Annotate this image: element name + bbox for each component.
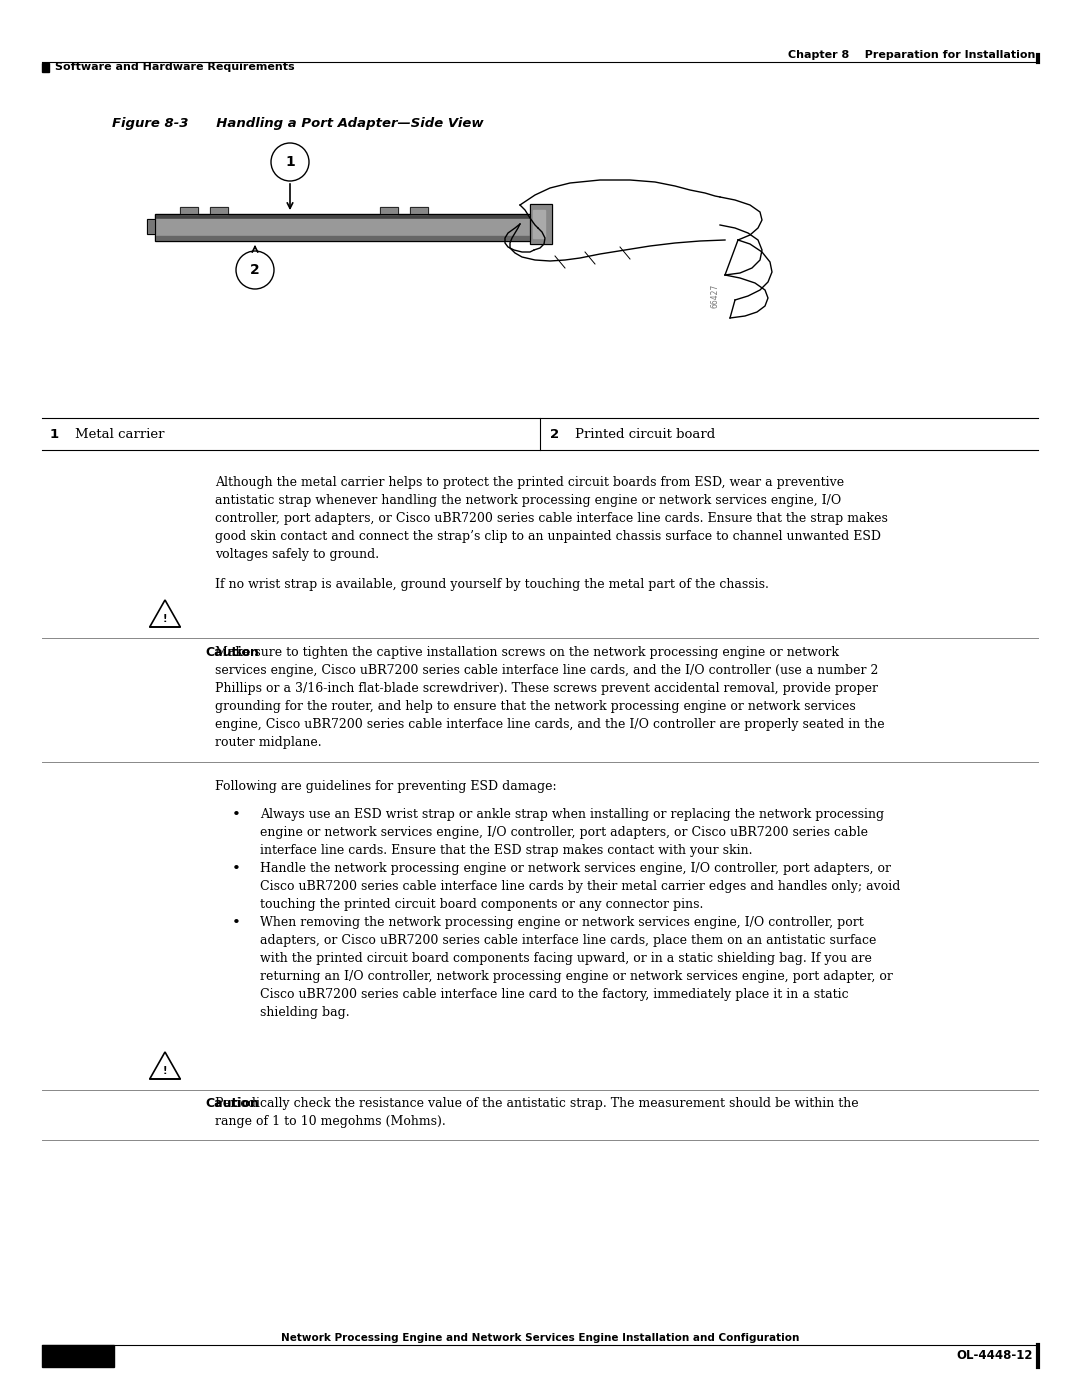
Bar bbox=[156, 236, 530, 242]
Text: Make sure to tighten the captive installation screws on the network processing e: Make sure to tighten the captive install… bbox=[215, 645, 839, 659]
Bar bbox=[410, 207, 428, 214]
Text: Handle the network processing engine or network services engine, I/O controller,: Handle the network processing engine or … bbox=[260, 862, 891, 875]
Bar bbox=[42, 1345, 114, 1368]
Text: 2: 2 bbox=[550, 427, 559, 440]
Text: Phillips or a 3/16-inch flat-blade screwdriver). These screws prevent accidental: Phillips or a 3/16-inch flat-blade screw… bbox=[215, 682, 878, 694]
Text: shielding bag.: shielding bag. bbox=[260, 1006, 350, 1018]
Text: Figure 8-3      Handling a Port Adapter—Side View: Figure 8-3 Handling a Port Adapter—Side … bbox=[112, 117, 484, 130]
Text: antistatic strap whenever handling the network processing engine or network serv: antistatic strap whenever handling the n… bbox=[215, 495, 841, 507]
Text: interface line cards. Ensure that the ESD strap makes contact with your skin.: interface line cards. Ensure that the ES… bbox=[260, 844, 753, 856]
Circle shape bbox=[237, 251, 274, 289]
Text: When removing the network processing engine or network services engine, I/O cont: When removing the network processing eng… bbox=[260, 916, 864, 929]
Text: Caution: Caution bbox=[205, 1097, 259, 1111]
Bar bbox=[180, 207, 198, 214]
Text: router midplane.: router midplane. bbox=[215, 736, 322, 749]
Text: controller, port adapters, or Cisco uBR7200 series cable interface line cards. E: controller, port adapters, or Cisco uBR7… bbox=[215, 511, 888, 525]
Text: Network Processing Engine and Network Services Engine Installation and Configura: Network Processing Engine and Network Se… bbox=[281, 1333, 799, 1343]
Bar bbox=[380, 207, 399, 214]
Text: with the printed circuit board components facing upward, or in a static shieldin: with the printed circuit board component… bbox=[260, 951, 872, 965]
Bar bbox=[380, 207, 399, 214]
Text: Although the metal carrier helps to protect the printed circuit boards from ESD,: Although the metal carrier helps to prot… bbox=[215, 476, 845, 489]
Text: Chapter 8    Preparation for Installation: Chapter 8 Preparation for Installation bbox=[787, 50, 1035, 60]
Text: returning an I/O controller, network processing engine or network services engin: returning an I/O controller, network pro… bbox=[260, 970, 893, 983]
Bar bbox=[147, 219, 156, 235]
Bar bbox=[180, 207, 198, 214]
Text: adapters, or Cisco uBR7200 series cable interface line cards, place them on an a: adapters, or Cisco uBR7200 series cable … bbox=[260, 935, 876, 947]
Text: 1: 1 bbox=[285, 155, 295, 169]
Bar bbox=[147, 219, 156, 235]
Text: !: ! bbox=[163, 1066, 167, 1076]
Text: grounding for the router, and help to ensure that the network processing engine : grounding for the router, and help to en… bbox=[215, 700, 855, 712]
Text: OL-4448-12: OL-4448-12 bbox=[957, 1350, 1032, 1362]
Bar bbox=[210, 207, 228, 214]
Text: •: • bbox=[232, 862, 241, 876]
Text: services engine, Cisco uBR7200 series cable interface line cards, and the I/O co: services engine, Cisco uBR7200 series ca… bbox=[215, 664, 878, 678]
Bar bbox=[534, 210, 545, 237]
Text: •: • bbox=[232, 807, 241, 821]
Text: 2: 2 bbox=[251, 263, 260, 277]
Text: Printed circuit board: Printed circuit board bbox=[575, 427, 715, 440]
Text: •: • bbox=[232, 916, 241, 930]
Bar bbox=[156, 214, 530, 219]
Text: good skin contact and connect the strap’s clip to an unpainted chassis surface t: good skin contact and connect the strap’… bbox=[215, 529, 881, 543]
Text: Always use an ESD wrist strap or ankle strap when installing or replacing the ne: Always use an ESD wrist strap or ankle s… bbox=[260, 807, 885, 821]
Bar bbox=[156, 219, 530, 236]
Bar bbox=[410, 207, 428, 214]
Bar bbox=[530, 204, 552, 244]
Bar bbox=[42, 63, 49, 73]
Text: Periodically check the resistance value of the antistatic strap. The measurement: Periodically check the resistance value … bbox=[215, 1097, 859, 1111]
Text: !: ! bbox=[163, 613, 167, 624]
Text: voltages safely to ground.: voltages safely to ground. bbox=[215, 548, 379, 562]
Text: Following are guidelines for preventing ESD damage:: Following are guidelines for preventing … bbox=[215, 780, 556, 793]
Text: Cisco uBR7200 series cable interface line cards by their metal carrier edges and: Cisco uBR7200 series cable interface lin… bbox=[260, 880, 901, 893]
Text: Software and Hardware Requirements: Software and Hardware Requirements bbox=[55, 63, 295, 73]
Text: 1: 1 bbox=[50, 427, 59, 440]
Text: Caution: Caution bbox=[205, 645, 259, 659]
Text: range of 1 to 10 megohms (Mohms).: range of 1 to 10 megohms (Mohms). bbox=[215, 1115, 446, 1127]
Bar bbox=[210, 207, 228, 214]
Text: 66427: 66427 bbox=[710, 284, 719, 307]
Text: 8-16: 8-16 bbox=[62, 1350, 95, 1362]
Text: Cisco uBR7200 series cable interface line card to the factory, immediately place: Cisco uBR7200 series cable interface lin… bbox=[260, 988, 849, 1002]
Text: engine, Cisco uBR7200 series cable interface line cards, and the I/O controller : engine, Cisco uBR7200 series cable inter… bbox=[215, 718, 885, 731]
Bar bbox=[156, 214, 530, 242]
Circle shape bbox=[271, 142, 309, 182]
Text: Metal carrier: Metal carrier bbox=[75, 427, 164, 440]
Text: engine or network services engine, I/O controller, port adapters, or Cisco uBR72: engine or network services engine, I/O c… bbox=[260, 826, 868, 840]
Bar bbox=[530, 204, 552, 244]
Text: If no wrist strap is available, ground yourself by touching the metal part of th: If no wrist strap is available, ground y… bbox=[215, 578, 769, 591]
Text: touching the printed circuit board components or any connector pins.: touching the printed circuit board compo… bbox=[260, 898, 703, 911]
